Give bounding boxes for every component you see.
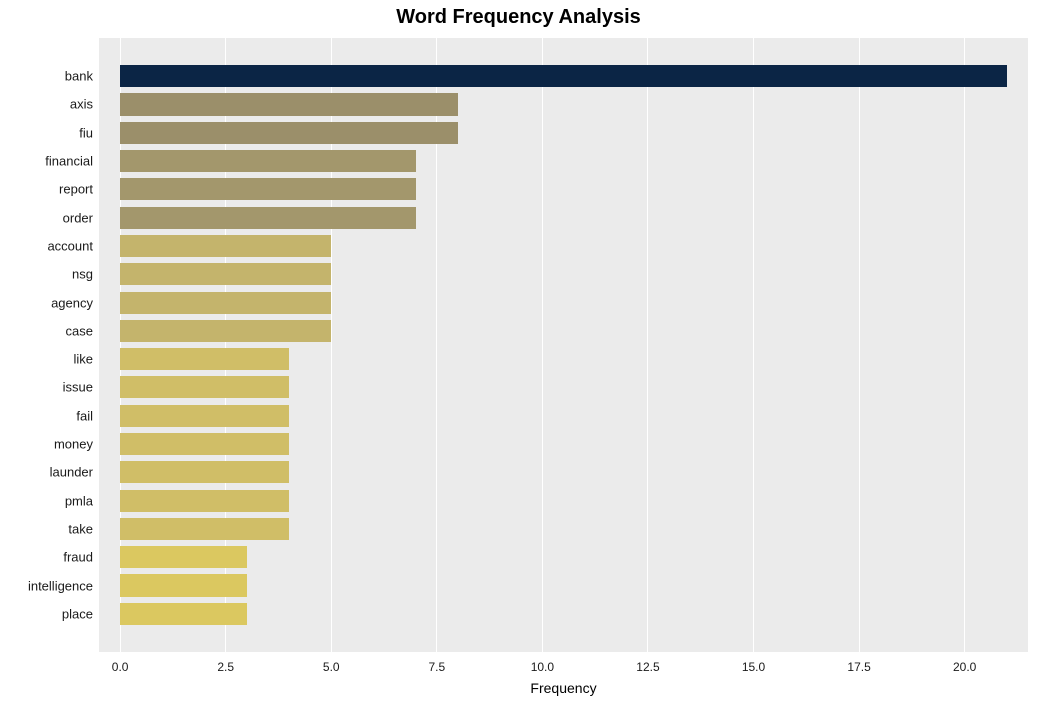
x-tick-label: 2.5 — [217, 660, 234, 674]
x-tick-label: 10.0 — [531, 660, 554, 674]
y-tick-label: account — [47, 238, 99, 253]
chart-container: Word Frequency Analysis Frequency 0.02.5… — [0, 0, 1037, 701]
y-tick-label: axis — [70, 97, 99, 112]
bar-row — [99, 518, 1028, 540]
bar — [120, 122, 458, 144]
bar — [120, 348, 289, 370]
x-tick-label: 5.0 — [323, 660, 340, 674]
bar — [120, 235, 331, 257]
y-tick-label: bank — [65, 69, 99, 84]
x-tick-label: 17.5 — [847, 660, 870, 674]
bar-row — [99, 93, 1028, 115]
bar-row — [99, 235, 1028, 257]
bar-row — [99, 207, 1028, 229]
bar-row — [99, 490, 1028, 512]
bar — [120, 263, 331, 285]
y-tick-label: fiu — [79, 125, 99, 140]
y-tick-label: like — [73, 352, 99, 367]
y-tick-label: order — [63, 210, 99, 225]
bar — [120, 207, 416, 229]
bar-row — [99, 405, 1028, 427]
y-tick-label: issue — [63, 380, 99, 395]
bar — [120, 405, 289, 427]
bar — [120, 461, 289, 483]
y-tick-label: agency — [51, 295, 99, 310]
bar — [120, 292, 331, 314]
bar — [120, 93, 458, 115]
bar — [120, 433, 289, 455]
plot-area: Frequency 0.02.55.07.510.012.515.017.520… — [99, 38, 1028, 652]
y-tick-label: pmla — [65, 493, 99, 508]
y-tick-label: nsg — [72, 267, 99, 282]
y-tick-label: place — [62, 606, 99, 621]
y-tick-label: money — [54, 437, 99, 452]
bar — [120, 65, 1007, 87]
bar — [120, 320, 331, 342]
x-tick-label: 12.5 — [636, 660, 659, 674]
y-tick-label: take — [68, 521, 99, 536]
bar-row — [99, 376, 1028, 398]
bar-row — [99, 150, 1028, 172]
bar — [120, 518, 289, 540]
bar-row — [99, 546, 1028, 568]
x-tick-label: 20.0 — [953, 660, 976, 674]
y-tick-label: financial — [45, 154, 99, 169]
x-tick-label: 0.0 — [112, 660, 129, 674]
y-tick-label: launder — [50, 465, 99, 480]
y-tick-label: fail — [76, 408, 99, 423]
bar — [120, 574, 247, 596]
bar-row — [99, 65, 1028, 87]
bar-row — [99, 461, 1028, 483]
bar-row — [99, 603, 1028, 625]
bar-row — [99, 178, 1028, 200]
y-tick-label: intelligence — [28, 578, 99, 593]
bar-row — [99, 263, 1028, 285]
bar — [120, 376, 289, 398]
bar — [120, 603, 247, 625]
x-axis-title: Frequency — [530, 680, 596, 696]
x-tick-label: 15.0 — [742, 660, 765, 674]
bar-row — [99, 292, 1028, 314]
bar — [120, 546, 247, 568]
y-tick-label: case — [66, 323, 99, 338]
bar-row — [99, 348, 1028, 370]
bar-row — [99, 122, 1028, 144]
bar — [120, 150, 416, 172]
bar-row — [99, 320, 1028, 342]
y-tick-label: fraud — [63, 550, 99, 565]
bar-row — [99, 433, 1028, 455]
bar — [120, 490, 289, 512]
bar — [120, 178, 416, 200]
y-tick-label: report — [59, 182, 99, 197]
bar-row — [99, 574, 1028, 596]
x-tick-label: 7.5 — [428, 660, 445, 674]
chart-title: Word Frequency Analysis — [0, 6, 1037, 29]
